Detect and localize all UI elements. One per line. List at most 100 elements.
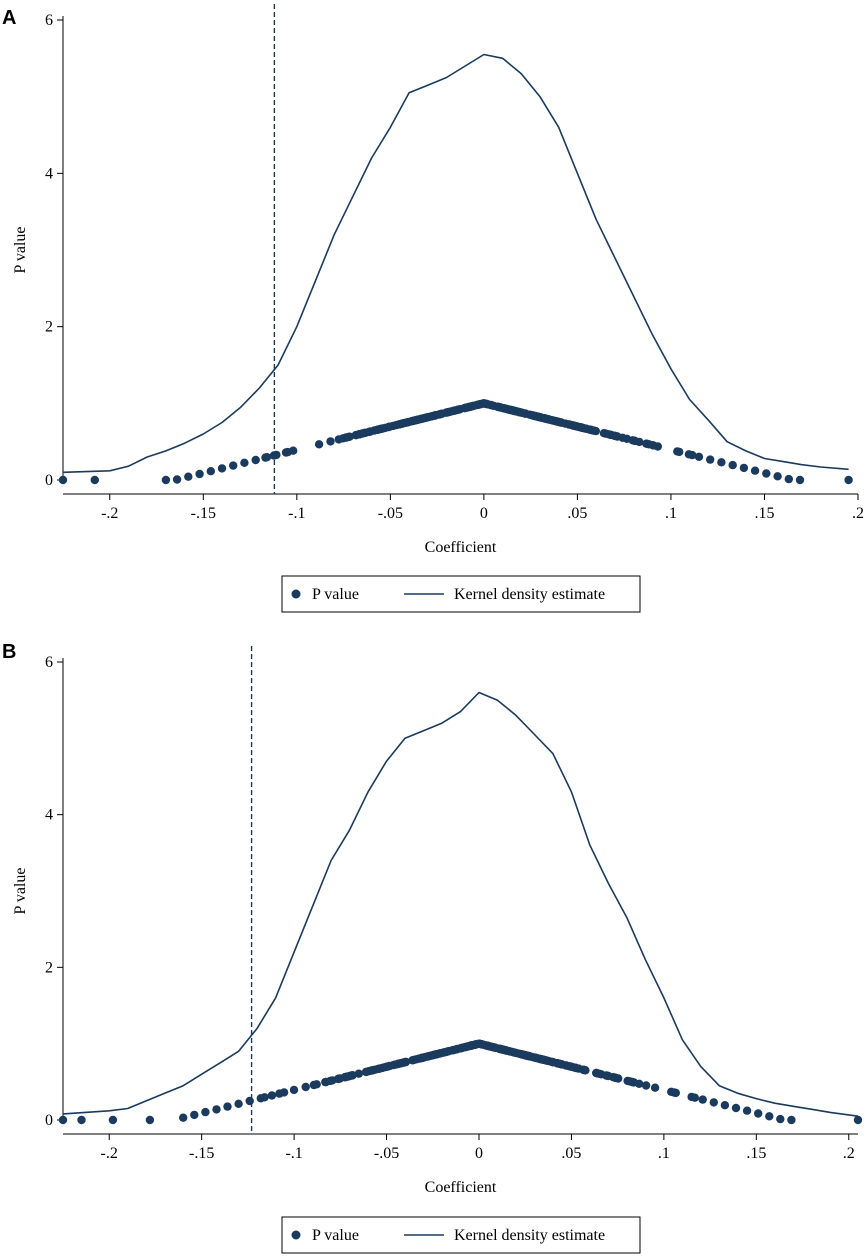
scatter-point xyxy=(517,408,527,417)
scatter-point xyxy=(467,1041,476,1050)
scatter-point xyxy=(161,475,171,485)
scatter-point xyxy=(240,458,249,467)
x-tick-label: .05 xyxy=(567,505,587,522)
scatter-point xyxy=(366,427,375,436)
scatter-point xyxy=(698,1095,707,1104)
scatter-point xyxy=(195,469,204,479)
scatter-point xyxy=(335,1074,344,1083)
y-tick-label: 2 xyxy=(45,319,53,336)
panel-letter: B xyxy=(2,641,16,663)
scatter-point xyxy=(641,1081,651,1090)
scatter-point xyxy=(481,399,491,409)
scatter-point xyxy=(408,1056,417,1065)
scatter-point xyxy=(229,461,238,470)
scatter-point xyxy=(321,1077,331,1087)
scatter-point xyxy=(212,1105,221,1114)
legend-box xyxy=(281,575,641,613)
scatter-point xyxy=(430,411,439,420)
x-tick-label: .2 xyxy=(852,505,864,522)
kernel-density-line xyxy=(62,691,859,1117)
scatter-point xyxy=(795,475,805,485)
scatter-point xyxy=(462,403,471,412)
scatter-point xyxy=(256,1094,265,1103)
y-tick-label: 0 xyxy=(45,1112,53,1129)
scatter-point xyxy=(731,1103,741,1113)
scatter-point xyxy=(190,1110,199,1120)
x-tick-label: -.2 xyxy=(101,505,118,522)
scatter-point xyxy=(262,453,272,462)
scatter-point xyxy=(489,401,498,410)
scatter-point xyxy=(326,437,335,446)
x-tick-label: .2 xyxy=(843,1145,855,1162)
x-tick-label: -.05 xyxy=(374,1145,399,1162)
chart-panel-a: A 0 2 4 6 -.2 -.15 -.1 -.05 0 .05 .1 .15 .2 Coefficien… xyxy=(2,4,864,613)
scatter-point xyxy=(630,436,639,445)
legend-label-p-value: P value xyxy=(312,1227,359,1244)
scatter-point xyxy=(614,1074,623,1083)
legend-label-kernel-density: Kernel density estimate xyxy=(454,586,605,603)
scatter-point xyxy=(750,466,760,475)
chart-panel-b: B 0 2 4 6 -.2 -.15 -.1 -.05 0 .05 .1 .15 .2 Coefficien… xyxy=(2,641,863,1254)
scatter-point xyxy=(694,452,704,461)
scatter-point xyxy=(312,1080,321,1089)
x-tick-label: -.1 xyxy=(288,505,305,522)
scatter-point xyxy=(206,467,215,476)
scatter-point xyxy=(338,434,348,443)
scatter-point xyxy=(530,1053,539,1062)
scatter-point xyxy=(267,1091,277,1100)
scatter-point xyxy=(435,1049,444,1058)
scatter-point xyxy=(289,1085,299,1095)
scatter-point xyxy=(853,1115,863,1125)
legend: P value Kernel density estimate xyxy=(281,1216,641,1254)
scatter-point xyxy=(618,433,627,442)
scatter-point xyxy=(671,1088,680,1098)
scatter-point xyxy=(58,475,68,485)
scatter-point xyxy=(536,413,545,422)
scatter-point xyxy=(301,1082,310,1092)
scatter-point xyxy=(348,1071,357,1080)
scatter-point xyxy=(251,455,260,465)
scatter-point xyxy=(381,423,390,433)
scatter-point xyxy=(648,441,658,450)
scatter-point xyxy=(584,425,593,434)
x-tick-label: -.15 xyxy=(191,505,216,522)
y-tick-label: 0 xyxy=(45,472,53,489)
scatter-point xyxy=(548,1057,557,1067)
scatter-point xyxy=(578,423,587,432)
y-tick-label: 6 xyxy=(45,12,53,29)
scatter-point xyxy=(784,474,793,484)
x-tick-label: 0 xyxy=(475,1145,483,1162)
scatter-point xyxy=(469,401,478,411)
scatter-point xyxy=(623,1076,632,1086)
scatter-point xyxy=(787,1115,796,1125)
kernel-density-line xyxy=(62,53,849,474)
scatter-point xyxy=(579,1065,588,1074)
scatter-point xyxy=(516,1049,525,1059)
scatter-point xyxy=(345,432,354,441)
x-tick-label: -.2 xyxy=(101,1145,118,1162)
scatter-point xyxy=(245,1096,254,1106)
scatter-point xyxy=(604,430,613,439)
scatter-point xyxy=(223,1102,232,1111)
x-axis-title: Coefficient xyxy=(425,1179,497,1196)
scatter-point xyxy=(776,1114,785,1124)
scatter-point xyxy=(272,450,281,460)
scatter-point xyxy=(528,411,538,420)
scatter-point xyxy=(408,416,417,426)
scatter-point xyxy=(673,447,682,456)
scatter-point xyxy=(742,1106,752,1115)
legend-box xyxy=(281,1216,641,1254)
x-tick-label: .15 xyxy=(746,1145,766,1162)
x-tick-label: 0 xyxy=(480,505,488,522)
scatter-point xyxy=(706,455,715,464)
scatter-point xyxy=(557,418,566,427)
scatter-point xyxy=(234,1099,243,1109)
legend-marker-point xyxy=(291,589,301,599)
scatter-point xyxy=(592,1068,601,1078)
x-tick-label: -.05 xyxy=(378,505,403,522)
scatter-point xyxy=(58,1115,68,1125)
x-tick-label: .05 xyxy=(561,1145,581,1162)
y-axis-title: P value xyxy=(12,227,29,274)
scatter-point xyxy=(370,1065,380,1074)
